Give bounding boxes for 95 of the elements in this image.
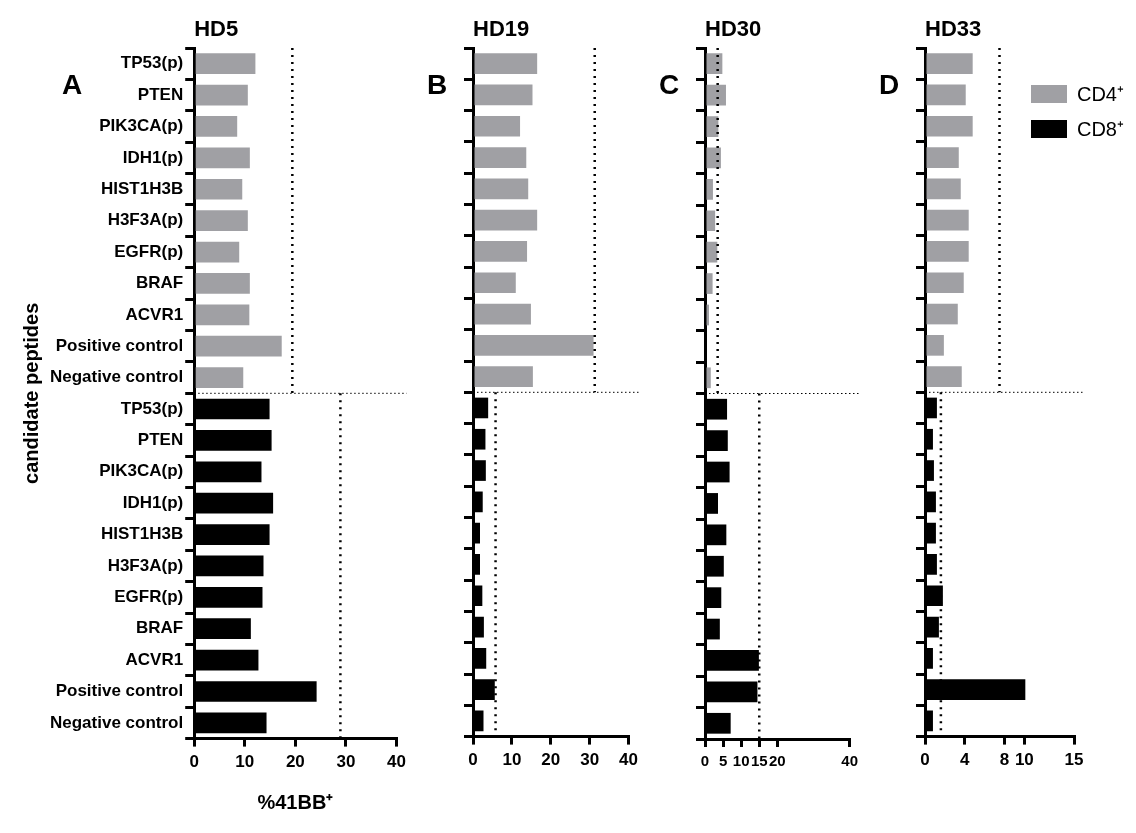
y-tick-label: EGFR(p) bbox=[114, 241, 184, 261]
x-tick-label: 10 bbox=[732, 752, 750, 770]
bar bbox=[926, 366, 962, 387]
x-tick-label: 5 bbox=[718, 752, 728, 770]
y-tick-label: HIST1H3B bbox=[101, 524, 184, 544]
text: C bbox=[658, 68, 680, 100]
bar bbox=[195, 304, 250, 326]
bar bbox=[195, 335, 282, 357]
x-tick-label: 0 bbox=[920, 750, 930, 770]
x-tick-label: 20 bbox=[285, 752, 305, 772]
y-tick-label: BRAF bbox=[135, 618, 184, 638]
bar bbox=[926, 115, 973, 137]
x-tick-label: 10 bbox=[1014, 750, 1034, 770]
x-tick-label: 0 bbox=[468, 750, 478, 770]
bar bbox=[926, 335, 944, 356]
y-tick-label: BRAF bbox=[135, 273, 184, 293]
bar bbox=[474, 241, 528, 262]
bar bbox=[195, 84, 248, 106]
bar bbox=[474, 115, 521, 137]
text: D bbox=[878, 68, 900, 100]
y-tick-label: IDH1(p) bbox=[122, 147, 184, 167]
x-tick-label: 10 bbox=[502, 750, 522, 770]
bar bbox=[474, 84, 533, 106]
x-tick-label: 15 bbox=[1064, 750, 1084, 770]
bar bbox=[474, 53, 538, 74]
y-tick-label: Positive control bbox=[55, 335, 184, 355]
bar bbox=[926, 272, 964, 294]
y-tick-label: Negative control bbox=[49, 712, 184, 732]
y-tick-label: Negative control bbox=[49, 367, 184, 387]
legend-label: CD8⁺ bbox=[1076, 117, 1124, 142]
bar bbox=[195, 273, 250, 294]
y-tick-label: PIK3CA(p) bbox=[99, 461, 184, 481]
chart-title: HD30 bbox=[705, 16, 762, 41]
chart-title: HD5 bbox=[194, 16, 239, 41]
y-tick-label: ACVR1 bbox=[125, 304, 184, 324]
bar bbox=[706, 53, 723, 75]
x-tick-label: 40 bbox=[841, 752, 858, 770]
y-tick-label: Positive control bbox=[55, 681, 184, 701]
y-tick-label: PIK3CA(p) bbox=[99, 116, 184, 136]
bar bbox=[474, 178, 529, 200]
y-tick-label: IDH1(p) bbox=[122, 492, 184, 512]
chart-title: HD19 bbox=[473, 16, 530, 41]
bar bbox=[195, 147, 250, 169]
y-axis-title: candidate peptides bbox=[19, 302, 42, 484]
bar bbox=[474, 366, 533, 387]
y-tick-label: PTEN bbox=[137, 430, 184, 450]
bar bbox=[474, 147, 527, 168]
x-tick-label: 20 bbox=[768, 752, 786, 770]
x-tick-label: 30 bbox=[580, 750, 600, 770]
bar bbox=[474, 303, 531, 325]
x-tick-label: 40 bbox=[619, 750, 639, 770]
bar bbox=[195, 116, 238, 137]
bar bbox=[474, 209, 538, 231]
bar bbox=[706, 273, 713, 294]
x-tick-label: 0 bbox=[700, 752, 710, 770]
legend-label: CD4⁺ bbox=[1076, 82, 1124, 107]
y-tick-label: TP53(p) bbox=[120, 53, 184, 73]
x-tick-label: 4 bbox=[960, 750, 970, 770]
bar bbox=[474, 335, 594, 356]
x-tick-label: 40 bbox=[387, 752, 407, 772]
x-tick-label: 20 bbox=[541, 750, 561, 770]
bar bbox=[706, 178, 713, 200]
bar bbox=[926, 53, 973, 74]
y-tick-label: ACVR1 bbox=[125, 649, 184, 669]
chart-title: HD33 bbox=[925, 16, 982, 41]
x-tick-label: 8 bbox=[999, 750, 1010, 770]
bar bbox=[195, 241, 240, 263]
x-tick-label: 30 bbox=[336, 752, 356, 772]
y-tick-label: EGFR(p) bbox=[114, 587, 184, 607]
text: A bbox=[62, 68, 83, 100]
bar bbox=[195, 53, 256, 75]
y-tick-label: H3F3A(p) bbox=[107, 210, 184, 230]
y-tick-label: PTEN bbox=[137, 84, 184, 104]
x-tick-label: 15 bbox=[750, 752, 768, 770]
bar bbox=[926, 178, 961, 200]
x-axis-title: %41BB⁺ bbox=[257, 790, 334, 813]
x-tick-label: 10 bbox=[235, 752, 255, 772]
bar bbox=[195, 210, 248, 232]
bar bbox=[195, 367, 244, 388]
text: B bbox=[426, 68, 448, 100]
y-tick-label: HIST1H3B bbox=[101, 178, 184, 198]
bar bbox=[195, 178, 243, 200]
bar bbox=[474, 272, 516, 294]
y-tick-label: TP53(p) bbox=[120, 398, 184, 418]
y-tick-label: H3F3A(p) bbox=[107, 555, 184, 575]
bar bbox=[926, 84, 966, 106]
bar bbox=[706, 241, 718, 263]
bar bbox=[706, 367, 711, 389]
bar bbox=[926, 303, 958, 325]
x-tick-label: 0 bbox=[189, 752, 199, 772]
bar bbox=[926, 147, 959, 168]
bar bbox=[926, 241, 969, 262]
bar bbox=[926, 209, 969, 231]
bar bbox=[706, 84, 726, 106]
bar bbox=[706, 210, 716, 232]
